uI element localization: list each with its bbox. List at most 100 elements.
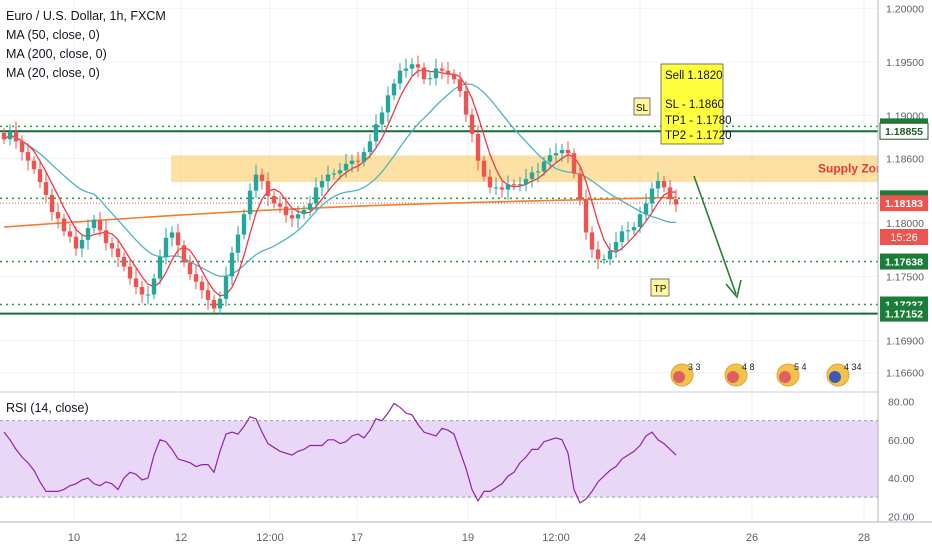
price-labels: 1.189001.188551.182281.181831.176381.172… xyxy=(879,118,929,322)
countdown-label: 15:26 xyxy=(880,229,928,245)
candle-body xyxy=(517,184,523,186)
candle-body xyxy=(313,187,319,204)
candle-body xyxy=(355,160,361,162)
sell-box-line-1: Sell 1.1820 xyxy=(665,70,723,82)
rsi-grid xyxy=(0,420,878,498)
candle-body xyxy=(385,95,391,113)
flag-icon xyxy=(727,371,739,383)
forecast-arrow xyxy=(693,175,742,299)
candle-body xyxy=(31,160,37,170)
candle-body xyxy=(103,230,109,244)
event-badge-count: 4 34 xyxy=(844,362,862,372)
candle-body xyxy=(109,243,115,249)
ma-200-legend[interactable]: MA (200, close, 0) xyxy=(6,47,107,61)
time-axis[interactable]: 10 12 12:00 17 19 12:00 24 26 28 xyxy=(68,532,870,544)
candle-body xyxy=(235,234,241,253)
candle-body xyxy=(505,184,511,190)
x-tick-label: 28 xyxy=(858,532,870,544)
candle-body xyxy=(457,79,463,92)
candle-body xyxy=(637,214,643,228)
ma-20-line xyxy=(3,69,677,297)
rsi-axis[interactable]: 80.00 60.00 40.00 20.00 xyxy=(888,397,914,524)
candle-body xyxy=(139,287,145,295)
candle-body xyxy=(181,245,187,263)
x-tick-label: 26 xyxy=(746,532,758,544)
rsi-tick-label: 60.00 xyxy=(888,435,914,447)
candle-body xyxy=(169,232,175,238)
ma-50-legend[interactable]: MA (50, close, 0) xyxy=(6,28,100,42)
candle-body xyxy=(91,219,97,229)
y-tick-label: 1.16600 xyxy=(886,368,924,380)
candle-body xyxy=(433,68,439,79)
candle-body xyxy=(571,153,577,174)
y-tick-label: 1.18600 xyxy=(886,154,924,166)
countdown-text: 15:26 xyxy=(890,232,918,244)
tp-tag: TP xyxy=(650,278,670,297)
ma-200-line xyxy=(3,196,677,228)
ma-20-legend[interactable]: MA (20, close, 0) xyxy=(6,66,100,80)
candle-body xyxy=(163,237,169,258)
candle-body xyxy=(127,266,133,279)
event-badge-count: 3 3 xyxy=(688,362,701,372)
candle-body xyxy=(379,112,385,125)
candle-body xyxy=(199,281,205,291)
candle-body xyxy=(205,290,211,300)
y-tick-label: 1.20000 xyxy=(886,4,924,16)
candle-body xyxy=(613,242,619,251)
rsi-legend[interactable]: RSI (14, close) xyxy=(6,401,89,415)
candle-body xyxy=(121,257,127,267)
candle-body xyxy=(55,212,61,219)
candle-body xyxy=(643,203,649,215)
candle-body xyxy=(241,214,247,235)
candle-body xyxy=(397,70,403,84)
candle-body xyxy=(271,196,277,204)
price-axis[interactable]: 1.200001.195001.190001.186001.180001.175… xyxy=(886,4,924,380)
candle-body xyxy=(655,181,661,189)
candle-body xyxy=(565,149,571,154)
sl-tag: SL xyxy=(633,97,651,116)
x-tick-label: 12:00 xyxy=(256,532,284,544)
x-tick-label: 17 xyxy=(351,532,363,544)
candle-body xyxy=(619,231,625,243)
candles xyxy=(1,55,679,315)
candle-body xyxy=(283,206,289,216)
candle-body xyxy=(187,262,193,275)
candle-body xyxy=(361,152,367,162)
candle-body xyxy=(265,181,271,196)
candle-body xyxy=(325,174,331,182)
candle-body xyxy=(97,219,103,231)
candle-body xyxy=(667,187,673,200)
tp-tag-label: TP xyxy=(654,284,667,295)
candle-body xyxy=(463,91,469,115)
candle-body xyxy=(583,199,589,233)
price-label-box xyxy=(880,305,928,322)
x-tick-label: 10 xyxy=(68,532,80,544)
candle-body xyxy=(547,155,553,162)
event-badges[interactable]: 3 3 4 8 5 4 4 34 xyxy=(670,362,862,387)
candle-body xyxy=(487,176,493,188)
event-badge: 4 34 xyxy=(826,362,862,387)
y-tick-label: 1.16900 xyxy=(886,336,924,348)
flag-icon xyxy=(829,371,841,383)
candle-body xyxy=(37,169,43,183)
candle-body xyxy=(7,131,13,140)
rsi-band xyxy=(0,420,878,498)
symbol-title[interactable]: Euro / U.S. Dollar, 1h, FXCM xyxy=(6,9,166,23)
candle-body xyxy=(535,171,541,173)
candle-body xyxy=(73,236,79,249)
candle-body xyxy=(331,173,337,175)
price-label-box xyxy=(880,195,928,212)
candle-body xyxy=(403,68,409,71)
candle-body xyxy=(445,70,451,74)
candle-body xyxy=(421,67,427,80)
candle-body xyxy=(607,250,613,260)
x-tick-label: 12 xyxy=(175,532,187,544)
candle-body xyxy=(307,203,313,210)
candle-body xyxy=(49,194,55,213)
sell-box: Sell 1.1820 SL - 1.1860 TP1 - 1.1780 TP2… xyxy=(660,63,731,145)
candle-body xyxy=(529,172,535,179)
candle-body xyxy=(391,83,397,96)
candle-body xyxy=(589,232,595,250)
candle-body xyxy=(415,64,421,68)
